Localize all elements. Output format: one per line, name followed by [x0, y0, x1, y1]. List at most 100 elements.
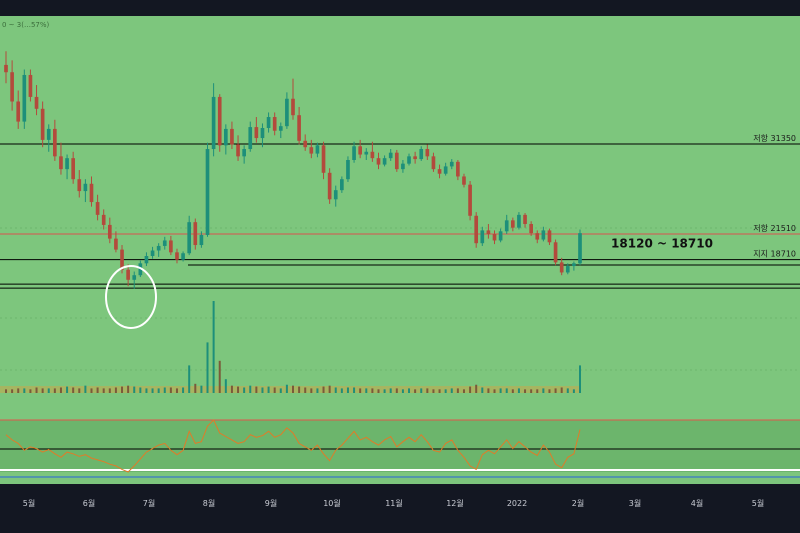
volume-bar [267, 386, 270, 393]
volume-bar [444, 389, 447, 393]
candle-body [327, 172, 332, 200]
x-tick-label: 3월 [629, 498, 641, 508]
candle-body [114, 238, 118, 250]
volume-bar [53, 388, 56, 393]
volume-bar [11, 389, 14, 393]
candle-body [480, 230, 485, 244]
candle-body [498, 231, 503, 241]
volume-bar [151, 388, 154, 393]
candle-body [285, 98, 289, 127]
candle-body [4, 64, 8, 73]
volume-bar [511, 389, 514, 393]
candle-body [358, 146, 363, 155]
volume-bar [175, 388, 178, 393]
volume-bar [359, 388, 362, 393]
candle-body [266, 117, 271, 128]
candle-body [16, 101, 21, 122]
candle-body [541, 230, 546, 240]
candle-body [303, 140, 308, 148]
x-tick-label: 9월 [265, 498, 277, 508]
candle-body [388, 152, 393, 159]
candle-body [565, 266, 570, 273]
volume-bar [29, 389, 32, 393]
volume-bar [200, 385, 203, 393]
volume-bar [224, 379, 227, 393]
candle-body [431, 156, 436, 170]
volume-bar [365, 388, 368, 393]
rsi-line [5, 419, 581, 473]
candle-body [291, 98, 295, 116]
candle-body [413, 156, 417, 160]
candle-body [321, 145, 326, 173]
candle-body [572, 263, 576, 267]
candle-body [53, 128, 57, 157]
candle-body [156, 245, 161, 251]
volume-bar [261, 387, 264, 393]
volume-bar [481, 387, 484, 393]
volume-bar [243, 387, 246, 393]
candle-body [236, 144, 240, 157]
candle-body [71, 158, 76, 180]
volume-bar [17, 388, 20, 393]
volume-bar [163, 387, 166, 393]
rsi-level-lines [0, 419, 800, 478]
candles [4, 51, 582, 289]
candle-body [59, 156, 63, 170]
x-tick-label: 5월 [752, 498, 764, 508]
volume-bar [139, 387, 142, 393]
candle-body [101, 214, 106, 225]
candle-body [425, 149, 430, 157]
x-tick-label: 6월 [83, 498, 95, 508]
candle-body [364, 151, 369, 155]
candle-body [297, 115, 301, 141]
volume-bar [524, 389, 527, 393]
volume-bar [505, 388, 508, 393]
candle-body [217, 96, 222, 146]
volume-bar [530, 389, 533, 393]
volume-bar [536, 389, 539, 393]
volume-bar [316, 388, 319, 393]
volume-bar [90, 388, 93, 393]
x-tick-label: 12월 [446, 498, 464, 508]
x-tick-label: 4월 [691, 498, 703, 508]
volume-bar [328, 385, 331, 393]
x-tick-label: 8월 [203, 498, 215, 508]
price-level-lines: 저항 31350 저항 21510 지지 18710 18120 ~ 18710 [0, 134, 800, 289]
candle-body [34, 96, 39, 109]
volume-bar [169, 387, 172, 393]
price-level-label: 저항 21510 [753, 224, 796, 233]
volume-bar [298, 386, 301, 393]
volume-bar [334, 387, 337, 393]
volume-bar [35, 387, 38, 393]
volume-bar [493, 389, 496, 393]
volume-bar [249, 385, 252, 393]
volume-bar [157, 388, 160, 393]
candle-body [559, 262, 564, 273]
volume-bar [84, 385, 87, 393]
volume-bar [560, 387, 563, 393]
candle-body [376, 158, 381, 165]
volume-bar [66, 386, 69, 393]
candle-body [370, 151, 375, 159]
indicator-legend: 0 ~ 3(…57%) [2, 21, 50, 29]
volume-bar [59, 387, 62, 393]
volume-bar [279, 388, 282, 393]
candle-body [523, 214, 527, 225]
volume-bar [340, 388, 343, 393]
candle-body [419, 149, 424, 160]
volume-bar [41, 388, 44, 393]
x-tick-label: 2022 [507, 499, 527, 508]
volume-bar [108, 388, 111, 393]
volume-bar [499, 388, 502, 393]
price-level-label: 지지 18710 [753, 250, 796, 259]
volume-bar [23, 388, 26, 393]
candle-body [46, 128, 51, 140]
candle-body [230, 128, 234, 145]
volume-bar [456, 388, 459, 393]
candle-body [132, 275, 137, 280]
candle-body [278, 126, 283, 131]
candle-body [474, 215, 479, 244]
volume-bars [0, 301, 581, 393]
volume-bar [414, 389, 417, 393]
